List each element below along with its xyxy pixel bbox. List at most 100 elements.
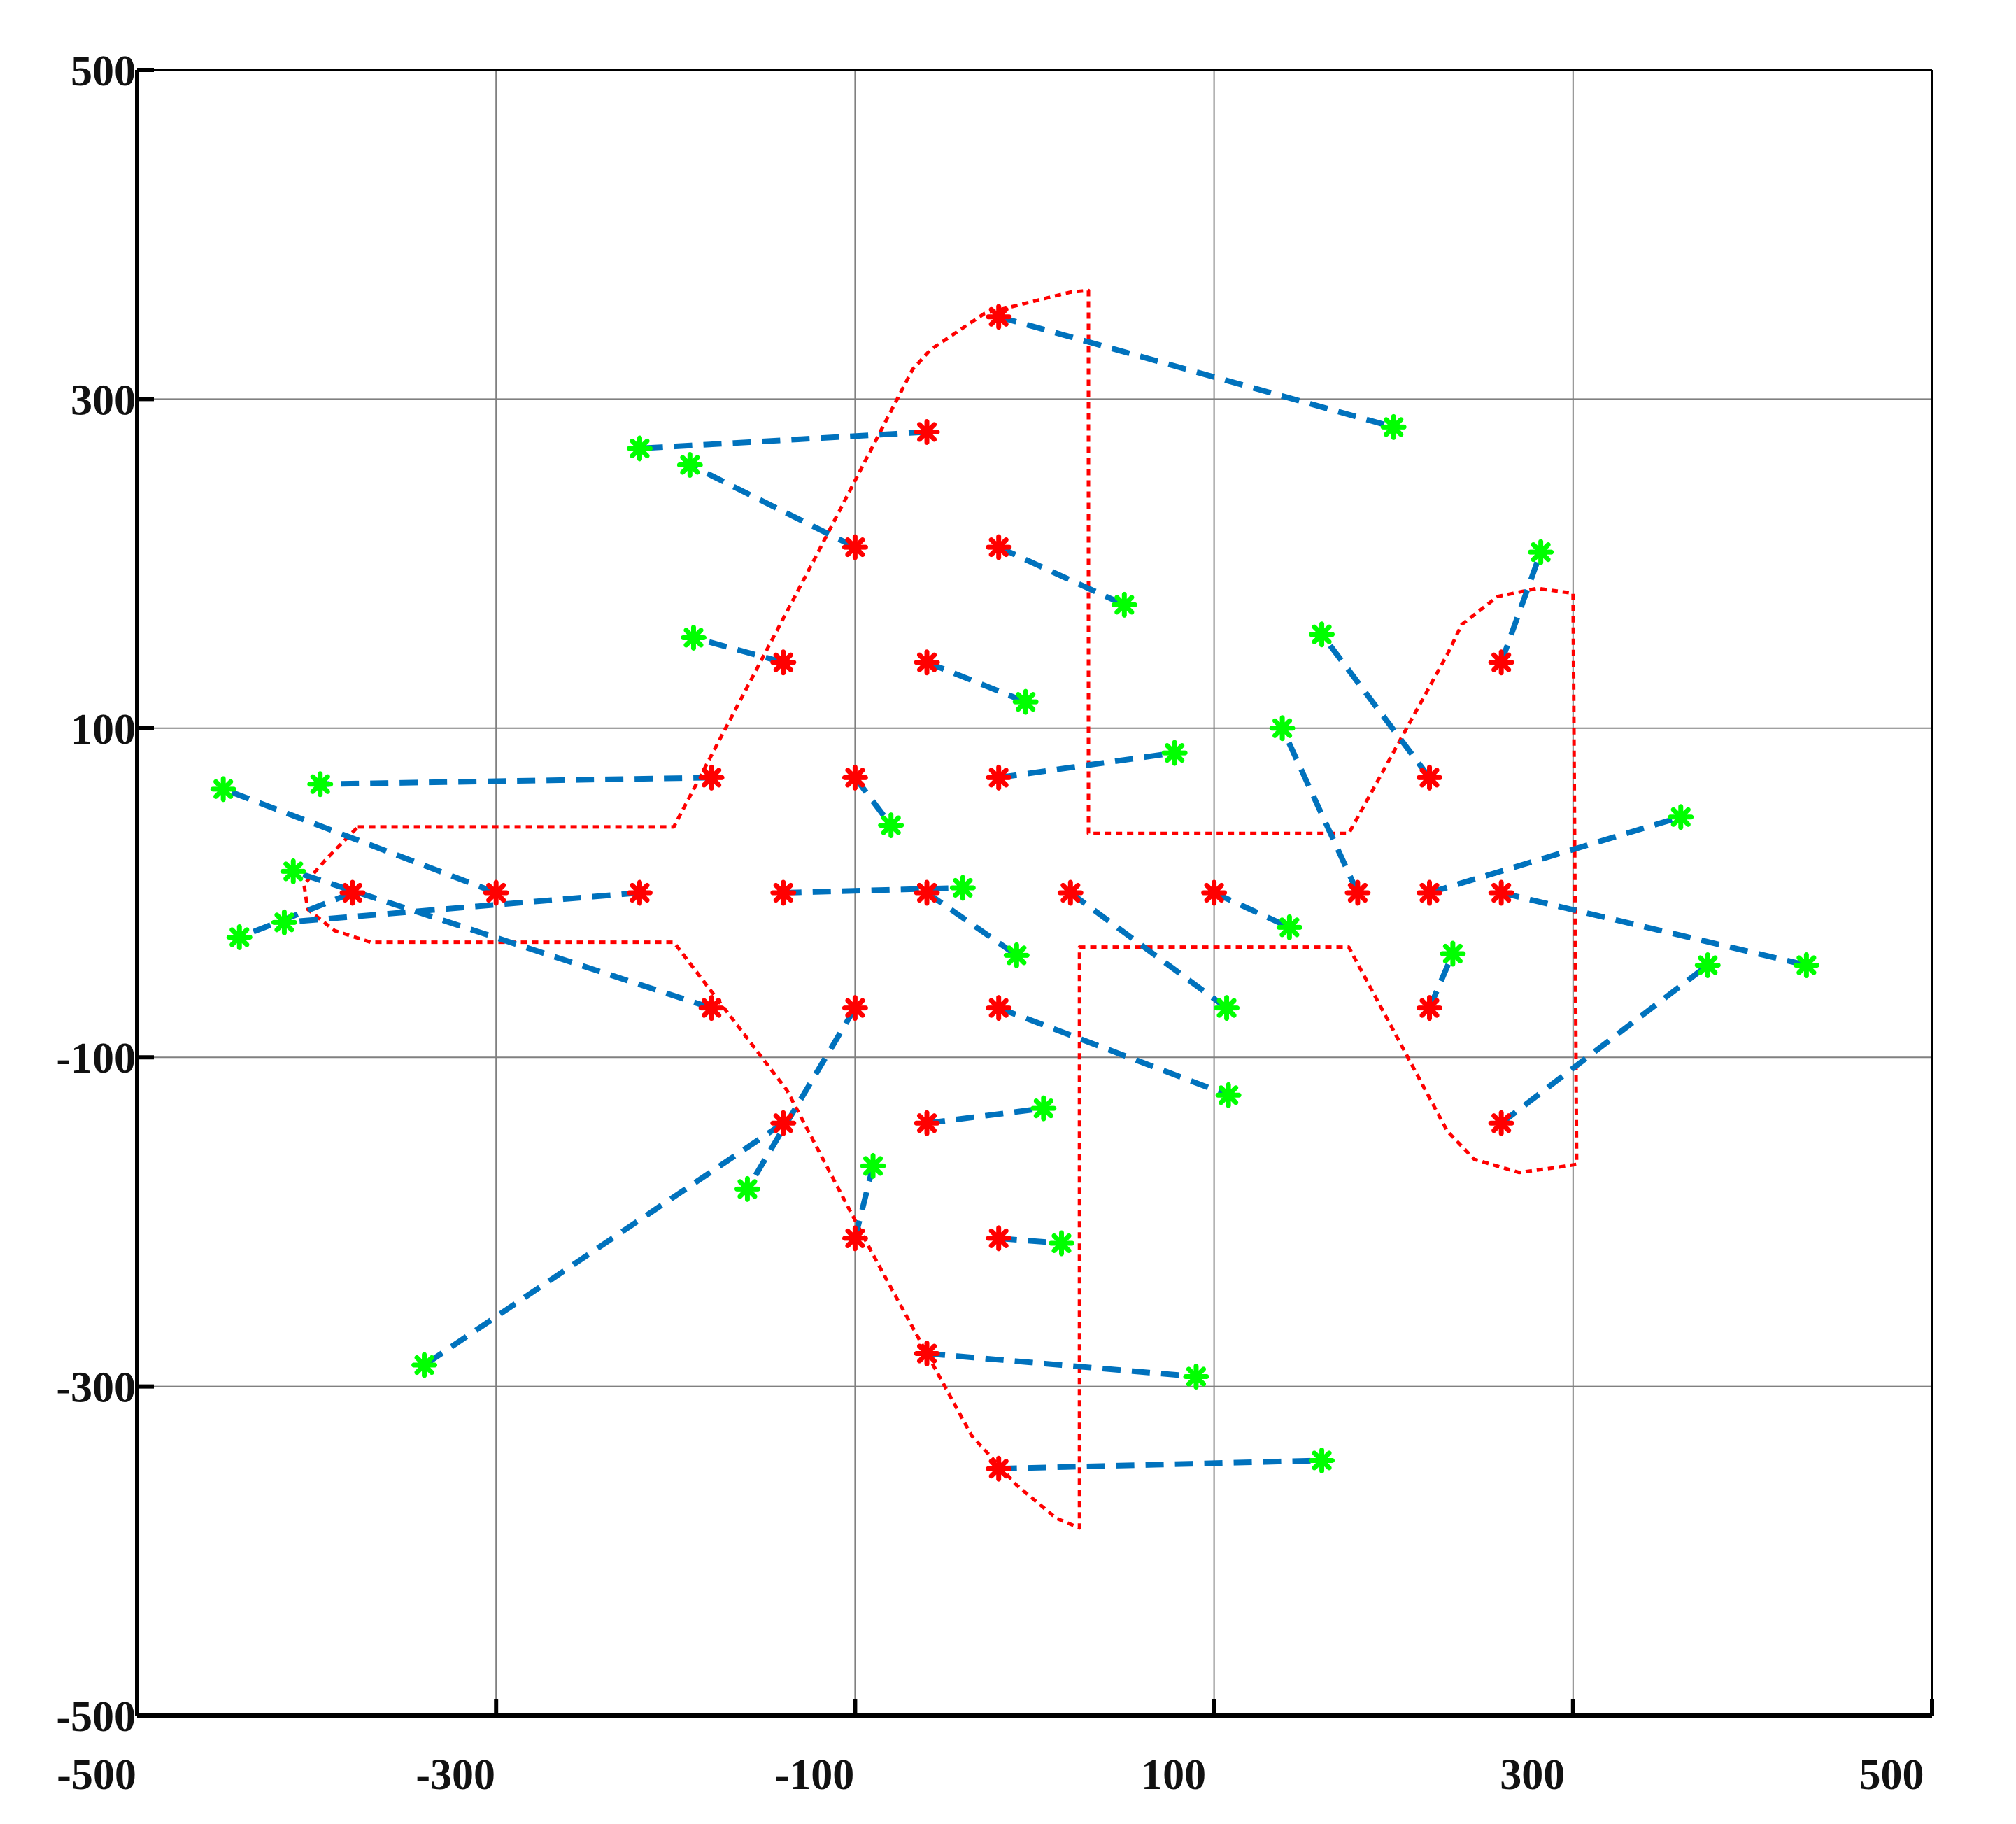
red-point bbox=[1488, 1110, 1514, 1136]
link-line bbox=[639, 429, 928, 451]
y-tick-label: -100 bbox=[56, 1035, 136, 1082]
x-tick-label: -500 bbox=[57, 1751, 136, 1799]
green-point bbox=[1309, 1447, 1335, 1473]
green-point bbox=[1111, 591, 1137, 618]
green-point bbox=[626, 435, 653, 462]
red-point bbox=[986, 764, 1012, 791]
green-point bbox=[280, 858, 306, 884]
red-point bbox=[1417, 764, 1443, 791]
x-tick-label: 300 bbox=[1500, 1751, 1565, 1799]
red-point bbox=[770, 879, 797, 906]
red-point bbox=[986, 534, 1012, 560]
link-line bbox=[998, 544, 1126, 608]
link-line bbox=[926, 1105, 1044, 1126]
red-point bbox=[626, 879, 653, 906]
red-point bbox=[1417, 995, 1443, 1021]
green-point bbox=[1269, 715, 1296, 742]
green-point bbox=[734, 1175, 760, 1202]
link-line bbox=[693, 635, 784, 665]
link-line bbox=[1319, 632, 1432, 779]
link-line bbox=[1500, 890, 1808, 968]
red-point bbox=[986, 1225, 1012, 1252]
green-point bbox=[1276, 914, 1302, 940]
link-line bbox=[925, 660, 1027, 705]
green-point bbox=[676, 451, 703, 478]
tick-labels: -500 500 -300 300 -100 100 100 -100 300 -300 500 -5… bbox=[56, 48, 1924, 1799]
red-point bbox=[914, 418, 940, 445]
x-tick-label: -100 bbox=[775, 1751, 855, 1799]
link-layer bbox=[222, 313, 1808, 1472]
green-point bbox=[271, 909, 297, 935]
link-line bbox=[745, 1006, 858, 1191]
green-point bbox=[1003, 942, 1030, 968]
red-point bbox=[698, 995, 725, 1021]
x-tick-label: 500 bbox=[1859, 1751, 1924, 1799]
green-point bbox=[411, 1352, 438, 1378]
y-tick-label: -300 bbox=[56, 1364, 136, 1412]
red-point bbox=[1488, 649, 1514, 676]
link-line bbox=[998, 313, 1395, 430]
red-point bbox=[1488, 879, 1514, 906]
red-point bbox=[914, 879, 940, 906]
link-line bbox=[1498, 551, 1544, 664]
green-point bbox=[680, 624, 707, 651]
green-point bbox=[210, 776, 236, 803]
red-point bbox=[986, 304, 1012, 330]
axes bbox=[135, 68, 1934, 1718]
red-point bbox=[770, 649, 797, 676]
green-point bbox=[307, 771, 334, 798]
y-tick-label: -500 bbox=[56, 1693, 136, 1741]
y-tick-label: 300 bbox=[71, 376, 136, 424]
link-line bbox=[1426, 952, 1456, 1010]
link-line bbox=[925, 890, 1018, 958]
link-line bbox=[926, 1350, 1197, 1380]
link-line bbox=[1068, 890, 1228, 1010]
red-point bbox=[842, 1225, 868, 1252]
green-point bbox=[1309, 621, 1335, 648]
x-tick-label: -300 bbox=[416, 1751, 495, 1799]
outline-shape bbox=[302, 288, 1579, 1530]
green-point bbox=[1215, 1082, 1242, 1108]
red-point bbox=[1201, 879, 1228, 906]
marker-layer bbox=[210, 304, 1819, 1482]
outline-layer bbox=[302, 288, 1579, 1530]
red-point bbox=[483, 879, 509, 906]
red-point bbox=[1417, 879, 1443, 906]
green-point bbox=[878, 812, 904, 839]
link-line bbox=[1212, 890, 1291, 931]
green-point bbox=[1030, 1095, 1057, 1122]
green-point bbox=[1012, 688, 1039, 715]
red-point bbox=[842, 764, 868, 791]
link-line bbox=[998, 1005, 1230, 1098]
green-point bbox=[1668, 804, 1694, 830]
red-point bbox=[1344, 879, 1371, 906]
green-point bbox=[860, 1152, 886, 1179]
green-point bbox=[226, 924, 253, 951]
link-line bbox=[852, 1165, 876, 1239]
green-point bbox=[1183, 1363, 1209, 1390]
link-line bbox=[998, 1457, 1322, 1472]
green-point bbox=[1048, 1230, 1074, 1257]
red-point bbox=[986, 995, 1012, 1021]
x-tick-label: 100 bbox=[1141, 1751, 1206, 1799]
link-line bbox=[998, 750, 1175, 781]
link-line bbox=[320, 775, 712, 787]
green-point bbox=[949, 875, 976, 901]
green-point bbox=[1161, 740, 1188, 766]
link-line bbox=[238, 890, 354, 940]
red-point bbox=[698, 764, 725, 791]
red-point bbox=[842, 534, 868, 560]
red-point bbox=[986, 1455, 1012, 1482]
red-point bbox=[770, 1110, 797, 1136]
red-point bbox=[914, 1341, 940, 1367]
link-line bbox=[423, 1120, 785, 1368]
green-point bbox=[1694, 952, 1721, 978]
link-line bbox=[1279, 727, 1361, 894]
green-point bbox=[1380, 413, 1407, 440]
link-line bbox=[688, 462, 857, 550]
red-point bbox=[914, 1110, 940, 1136]
y-tick-label: 500 bbox=[71, 48, 136, 95]
link-line bbox=[222, 786, 497, 896]
y-tick-label: 100 bbox=[71, 706, 136, 754]
